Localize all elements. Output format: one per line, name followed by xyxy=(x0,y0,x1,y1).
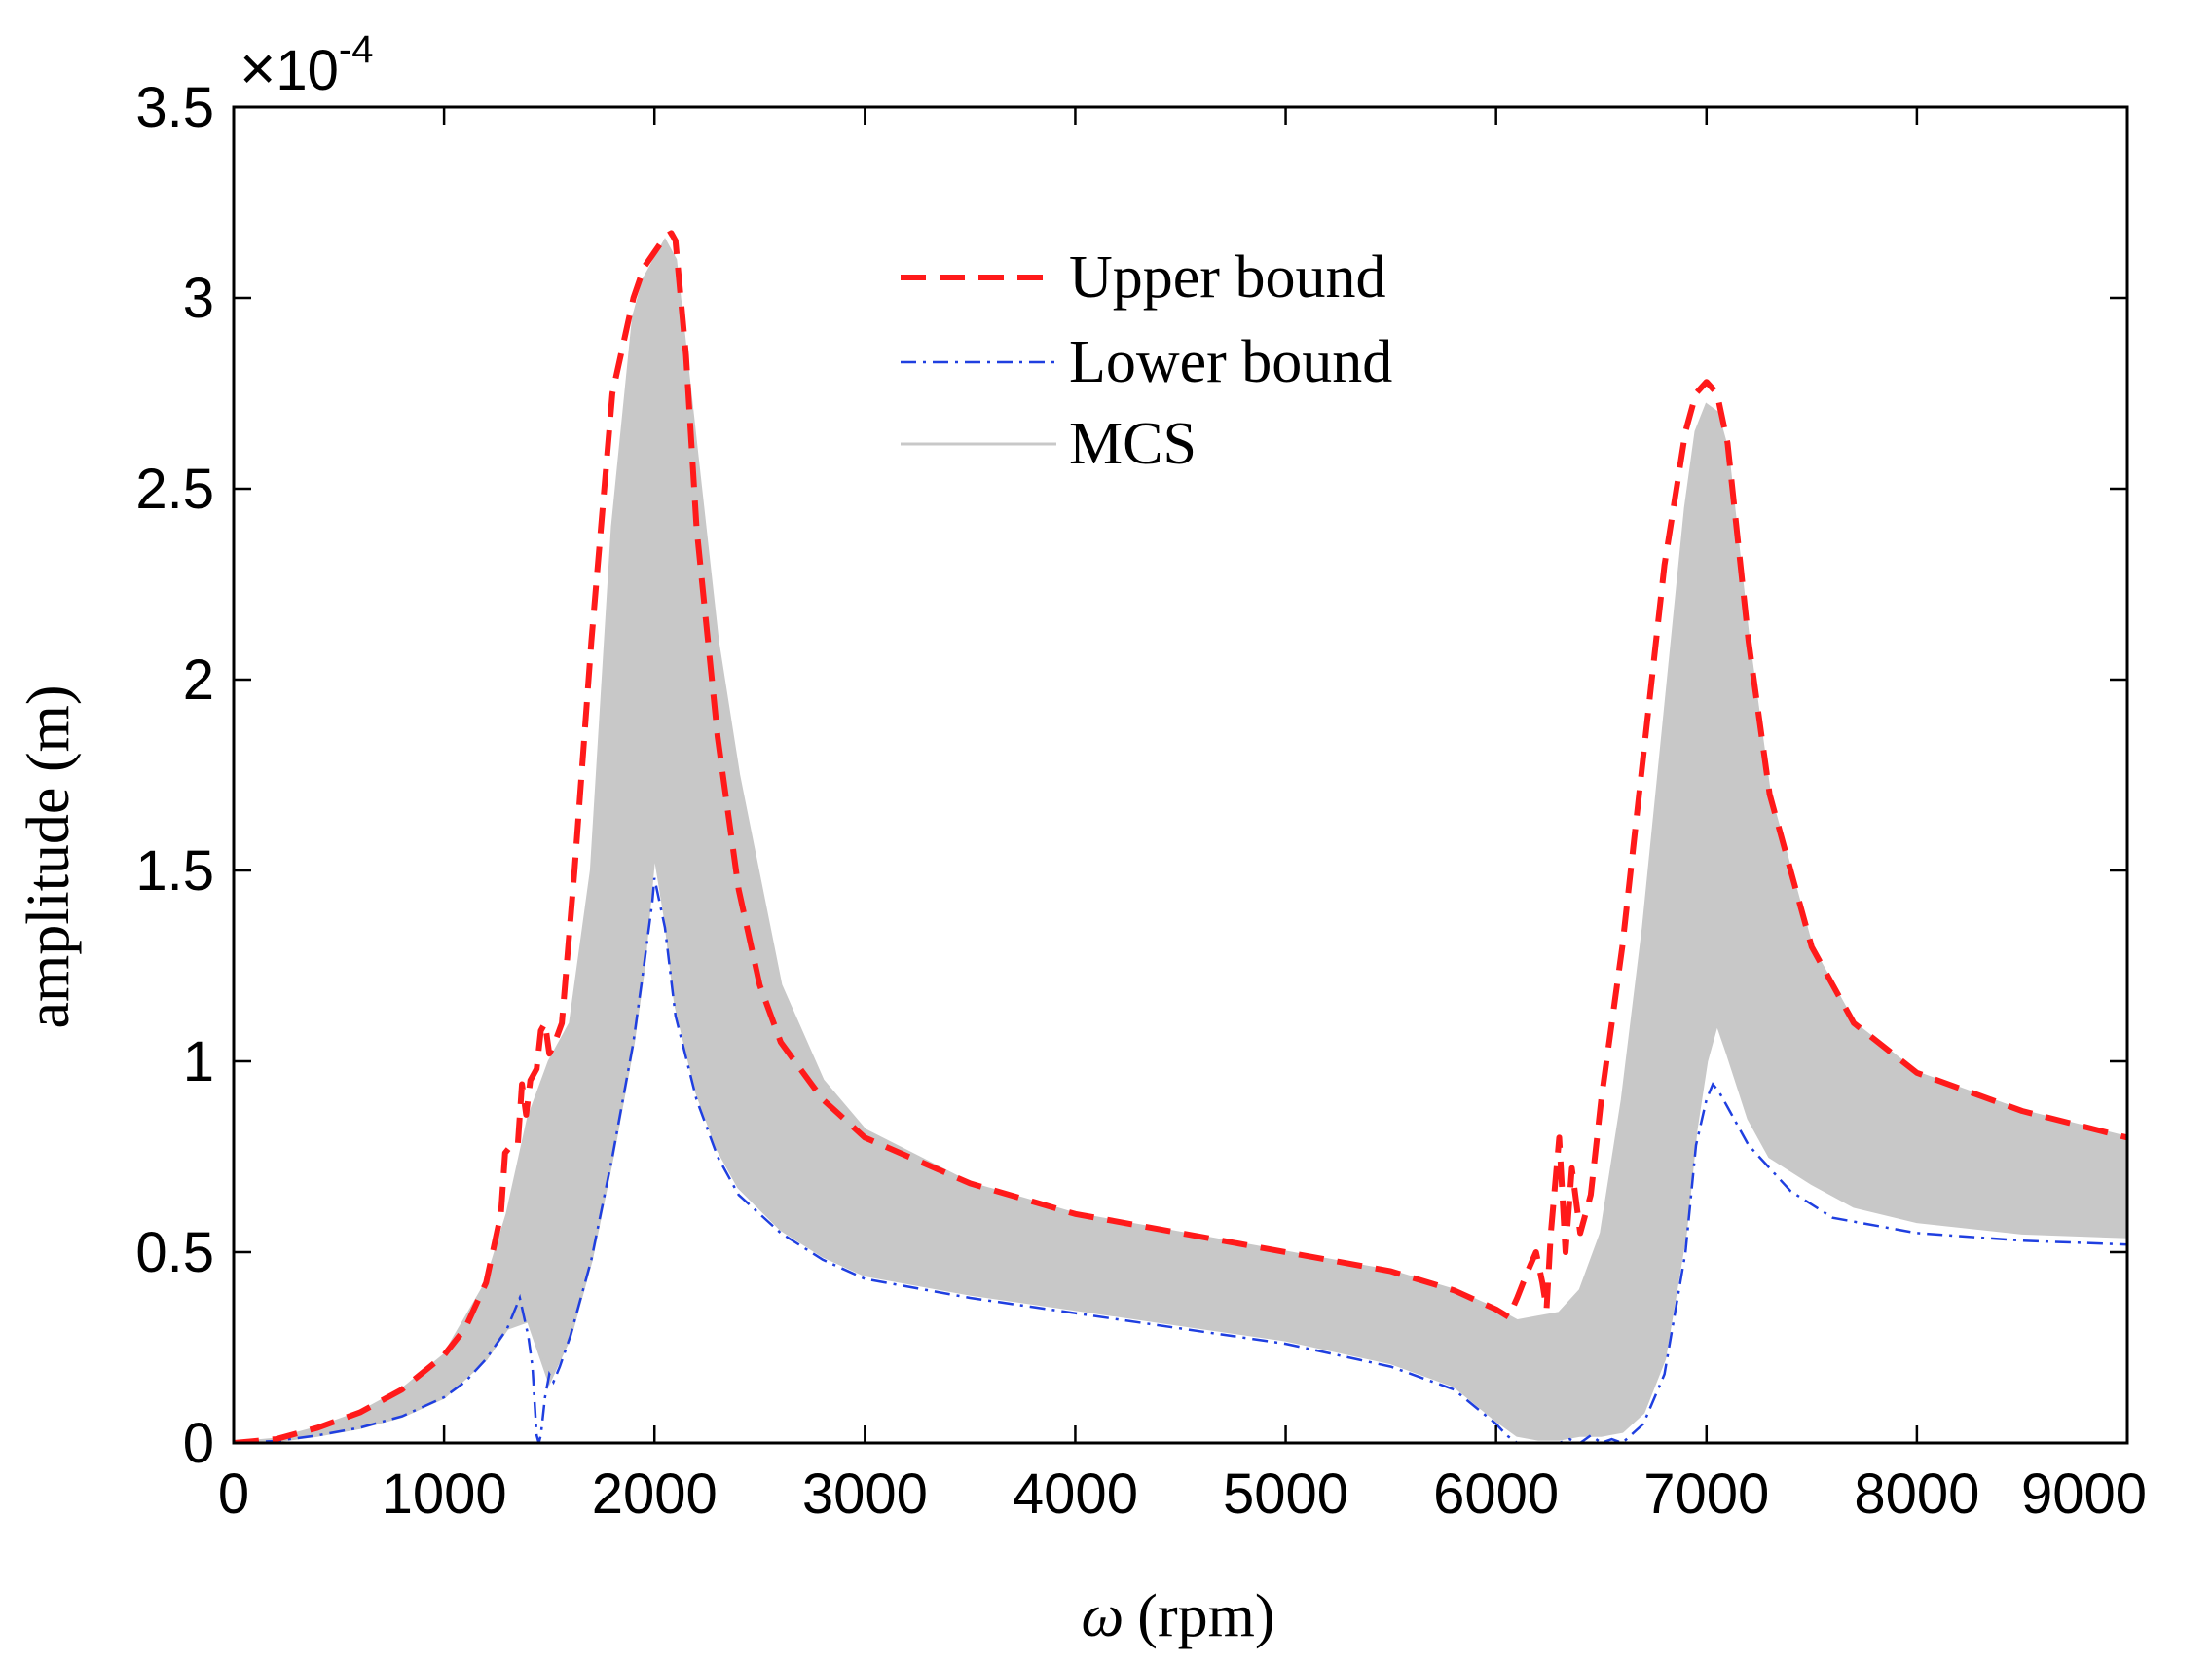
ticks-layer: 0 1000 2000 3000 4000 5000 6000 7000 8000 9000 0 0.… xyxy=(135,76,2147,1526)
y-multiplier-exponent: -4 xyxy=(339,28,374,71)
x-axis-title-symbol: ω xyxy=(1082,1583,1124,1649)
legend-mcs-label: MCS xyxy=(1069,411,1197,477)
x-tick-label: 7000 xyxy=(1643,1462,1769,1526)
y-tick-label: 2 xyxy=(183,648,214,712)
lower-bound-line xyxy=(234,877,2127,1443)
y-tick-label: 0 xyxy=(183,1412,214,1475)
y-axis-title: amplitude (m) xyxy=(16,685,82,1029)
plot-layer xyxy=(234,230,2127,1443)
y-tick-label: 2.5 xyxy=(135,458,214,521)
legend: Upper bound Lower bound MCS xyxy=(901,244,1392,477)
y-tick-label: 3.5 xyxy=(135,76,214,139)
x-tick-label: 4000 xyxy=(1013,1462,1138,1526)
x-tick-label: 0 xyxy=(218,1462,249,1526)
y-multiplier-base: 10 xyxy=(276,39,339,102)
x-tick-label: 1000 xyxy=(382,1462,507,1526)
x-tick-label: 8000 xyxy=(1854,1462,1979,1526)
plot-frame xyxy=(232,105,2129,1445)
x-tick-label: 9000 xyxy=(2021,1462,2147,1526)
x-axis-title: ω (rpm) xyxy=(1082,1583,1275,1649)
x-tick-label: 3000 xyxy=(802,1462,928,1526)
x-axis-title-unit: (rpm) xyxy=(1137,1583,1274,1649)
mcs-band xyxy=(234,238,2127,1443)
plot-area xyxy=(234,230,2127,1443)
y-multiplier: ×10-4 xyxy=(240,28,373,103)
y-tick-label: 1.5 xyxy=(135,839,214,903)
legend-lower-label: Lower bound xyxy=(1069,329,1392,395)
upper-bound-line xyxy=(234,230,2127,1443)
legend-upper-label: Upper bound xyxy=(1069,244,1385,311)
y-tick-label: 3 xyxy=(183,267,214,330)
x-tick-label: 2000 xyxy=(592,1462,718,1526)
x-tick-label: 5000 xyxy=(1223,1462,1348,1526)
x-tick-label: 6000 xyxy=(1433,1462,1559,1526)
y-tick-label: 1 xyxy=(183,1030,214,1093)
y-multiplier-times: × xyxy=(240,33,276,103)
y-tick-label: 0.5 xyxy=(135,1221,214,1284)
